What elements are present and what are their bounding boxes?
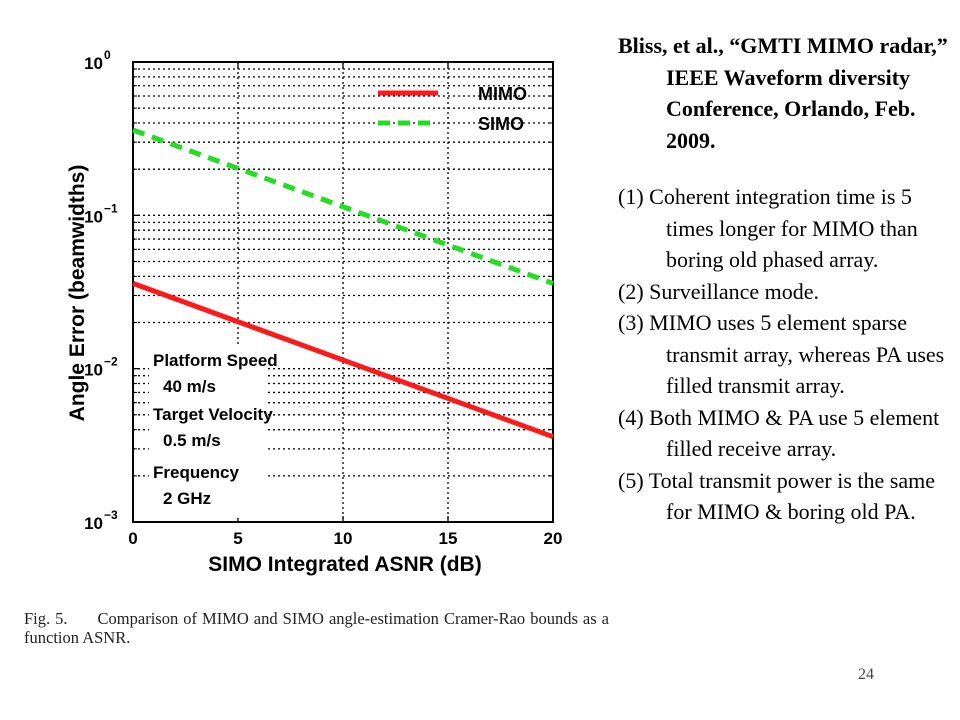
annotation-text: 2 GHz — [163, 489, 211, 508]
y-tick-exponent: −1 — [104, 201, 118, 215]
annotation-background — [149, 346, 267, 518]
y-tick-label: 10 — [84, 207, 103, 226]
y-axis-label: Angle Error (beamwidths) — [66, 165, 89, 422]
note-item: (1) Coherent integration time is 5 times… — [618, 184, 918, 272]
notes-panel: Bliss, et al., “GMTI MIMO radar,” IEEE W… — [618, 30, 958, 528]
figure-label: Fig. 5. — [24, 609, 68, 628]
axis-ticks — [132, 61, 554, 523]
legend-label-mimo: MIMO — [478, 84, 527, 104]
series-layer — [132, 127, 554, 440]
annotation-text: 40 m/s — [163, 377, 216, 396]
note-item: (5) Total transmit power is the same for… — [618, 467, 935, 525]
figure-caption: Fig. 5. Comparison of MIMO and SIMO angle… — [24, 609, 609, 647]
x-tick-label: 10 — [334, 529, 353, 548]
legend-label-simo: SIMO — [478, 114, 524, 134]
annotation-text: 0.5 m/s — [163, 431, 221, 450]
note-item: (4) Both MIMO & PA use 5 element filled … — [618, 404, 940, 462]
x-tick-label: 5 — [233, 529, 242, 548]
notes-list: (1) Coherent integration time is 5 times… — [618, 181, 958, 528]
y-tick-exponent: −3 — [104, 508, 118, 522]
chart-legend: MIMO SIMO — [378, 84, 527, 134]
annotation-text: Frequency — [153, 463, 240, 482]
figure-caption-text: Comparison of MIMO and SIMO angle-estima… — [24, 609, 609, 647]
y-tick-exponent: 0 — [104, 48, 111, 62]
y-tick-label: 10 — [84, 361, 103, 380]
note-item: (2) Surveillance mode. — [618, 278, 819, 304]
y-tick-label: 10 — [84, 54, 103, 73]
annotation-text: Target Velocity — [153, 405, 273, 424]
x-tick-label: 15 — [439, 529, 458, 548]
annotation-box: Platform Speed 40 m/s Target Velocity 0.5 m… — [149, 346, 278, 518]
y-tick-exponent: −2 — [104, 355, 118, 369]
citation: Bliss, et al., “GMTI MIMO radar,” IEEE W… — [618, 33, 948, 153]
x-tick-label: 0 — [128, 529, 137, 548]
series-line-simo — [132, 127, 554, 286]
slide-number: 24 — [858, 666, 874, 683]
note-item: (3) MIMO uses 5 element sparse transmit … — [618, 310, 945, 398]
y-tick-label: 10 — [84, 514, 103, 533]
series-line-mimo — [132, 281, 554, 440]
annotation-text: Platform Speed — [153, 351, 278, 370]
x-axis-label: SIMO Integrated ASNR (dB) — [208, 553, 481, 576]
x-tick-label: 20 — [544, 529, 563, 548]
